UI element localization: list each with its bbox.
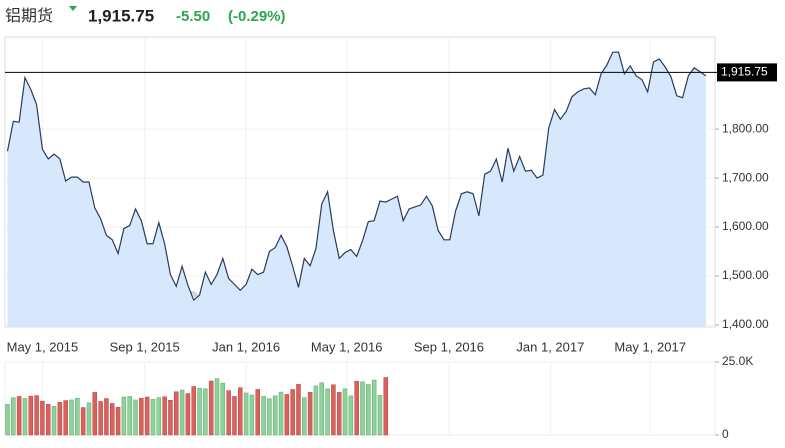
- x-tick-label: May 1, 2017: [614, 339, 686, 354]
- y2-tick-label: 25.0K: [722, 354, 753, 368]
- volume-bar: [127, 396, 132, 436]
- volume-bar: [383, 377, 389, 436]
- volume-bar: [243, 392, 249, 436]
- volume-bar: [331, 384, 336, 436]
- volume-bar: [197, 388, 202, 436]
- volume-bar: [249, 394, 255, 436]
- volume-bar: [150, 399, 156, 436]
- volume-bar: [261, 396, 266, 436]
- price-area: [7, 52, 706, 327]
- y-tick-label: 1,600.00: [722, 219, 769, 233]
- volume-bar: [267, 398, 272, 436]
- y-tick-label: 1,800.00: [722, 121, 769, 135]
- volume-bar: [109, 403, 115, 436]
- volume-bar: [75, 397, 80, 436]
- volume-bar: [115, 407, 121, 436]
- volume-bar: [11, 397, 16, 436]
- volume-bar: [208, 380, 214, 436]
- volume-bar: [121, 396, 127, 436]
- volume-bar: [22, 398, 28, 436]
- volume-bar: [325, 388, 330, 436]
- volume-bar: [313, 385, 319, 436]
- volume-bar: [86, 402, 92, 436]
- change: -5.50: [176, 8, 210, 25]
- last-price-box: [717, 63, 777, 82]
- volume-bar: [203, 388, 208, 436]
- volume-bar: [354, 381, 359, 436]
- volume-bar: [69, 399, 74, 436]
- volume-bar: [5, 404, 10, 436]
- volume-bar: [80, 407, 86, 436]
- volume-bar: [174, 391, 179, 436]
- y-tick-label: 1,500.00: [722, 268, 769, 282]
- volume-bar: [51, 406, 57, 436]
- y-tick-label: 1,700.00: [722, 170, 769, 184]
- volume-bar: [238, 387, 243, 436]
- volume-bar: [232, 396, 237, 436]
- volume-bar: [296, 383, 301, 436]
- volume-bar: [377, 395, 383, 436]
- volume-bar: [133, 399, 138, 436]
- volume-bar: [63, 400, 68, 436]
- price-line: [6, 51, 707, 302]
- volume-bar: [371, 379, 377, 436]
- volume-bar: [336, 392, 342, 436]
- y2-tick-label: 0: [722, 427, 729, 441]
- volume-panel: [4, 361, 716, 436]
- volume-bar: [16, 396, 22, 436]
- volume-bar: [139, 397, 144, 436]
- volume-bar: [284, 394, 290, 436]
- volume-bar: [360, 381, 365, 436]
- volume-bar: [214, 378, 220, 436]
- volume-bar: [191, 386, 196, 436]
- volume-bar: [45, 404, 51, 436]
- volume-bar: [104, 398, 109, 436]
- volume-bar: [92, 392, 98, 436]
- volume-bar: [255, 389, 260, 436]
- volume-bar: [185, 393, 191, 436]
- volume-bar: [57, 402, 63, 436]
- x-tick-label: May 1, 2016: [311, 339, 383, 354]
- volume-bar: [40, 400, 45, 436]
- last-price: 1,915.75: [88, 6, 154, 25]
- volume-bar: [290, 389, 295, 436]
- volume-bar: [28, 395, 34, 436]
- x-tick-label: Sep 1, 2015: [110, 339, 180, 354]
- x-tick-label: Jan 1, 2016: [212, 339, 280, 354]
- volume-bar: [366, 384, 371, 436]
- volume-bar: [319, 382, 325, 436]
- volume-bar: [34, 395, 39, 436]
- volume-bar: [226, 390, 231, 436]
- x-tick-label: Jan 1, 2017: [516, 339, 584, 354]
- volume-bar: [156, 397, 162, 436]
- chart-title: 铝期货: [5, 7, 53, 25]
- change-arrow: [69, 6, 77, 11]
- volume-bar: [220, 382, 226, 436]
- volume-bar: [144, 396, 150, 436]
- volume-bar: [302, 397, 307, 436]
- volume-bar: [98, 401, 103, 436]
- volume-bar: [168, 400, 173, 436]
- volume-bar: [342, 388, 348, 436]
- x-tick-label: Sep 1, 2016: [414, 339, 484, 354]
- last-price-label: 1,915.75: [721, 65, 768, 79]
- x-tick-label: May 1, 2015: [7, 339, 79, 354]
- y-tick-label: 1,400.00: [722, 317, 769, 331]
- volume-bar: [272, 395, 278, 436]
- volume-bar: [162, 396, 167, 436]
- change-percent: (-0.29%): [228, 8, 286, 25]
- volume-bar: [278, 391, 284, 436]
- volume-bar: [179, 389, 185, 436]
- volume-bar: [348, 395, 354, 436]
- volume-bar: [307, 392, 313, 436]
